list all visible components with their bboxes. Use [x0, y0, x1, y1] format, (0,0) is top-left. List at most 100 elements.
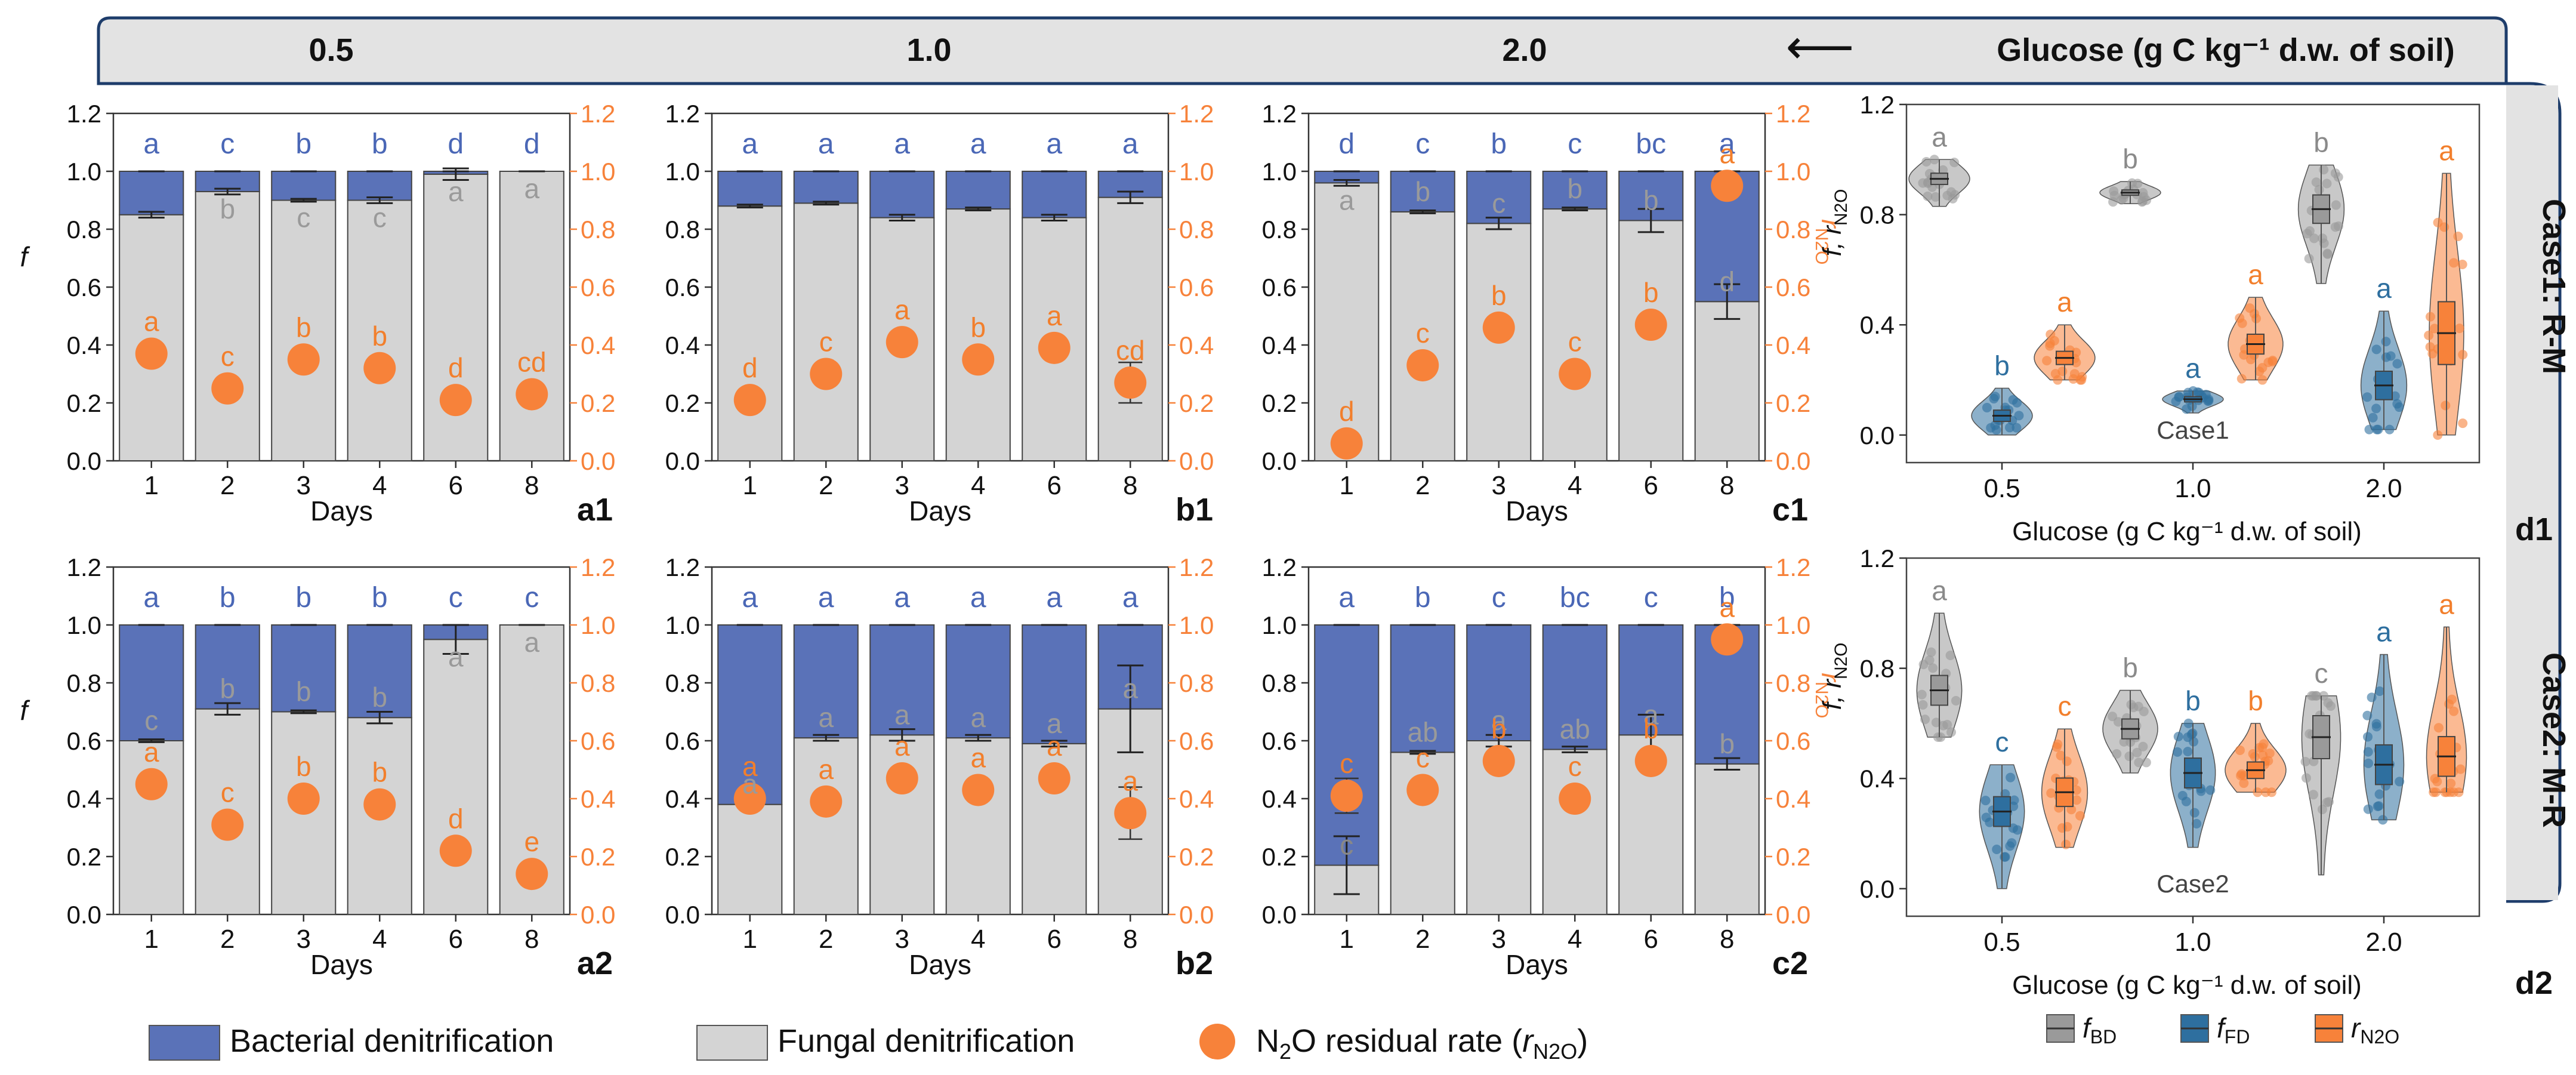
banner-level-2: 2.0: [1502, 32, 1547, 68]
n2o-point: [1406, 774, 1439, 806]
label-n2o: a: [970, 742, 986, 773]
bar-bacterial: [945, 171, 1011, 210]
label-n2o: a: [894, 731, 910, 762]
label-top: a: [1122, 128, 1139, 160]
y-tick-label: 0.2: [1262, 389, 1297, 417]
n2o-point: [886, 326, 918, 359]
y-tick-label: 0.4: [665, 785, 700, 813]
n2o-point: [1559, 358, 1591, 390]
y2-tick-label: 0.2: [1776, 389, 1810, 417]
violin-point: [2061, 839, 2071, 849]
y-tick-label: 0.6: [665, 727, 700, 755]
violin-point: [2251, 313, 2262, 324]
bar-fungal: [1390, 211, 1455, 461]
glucose-banner: 0.5 1.0 2.0 ⟵ Glucose (g C kg⁻¹ d.w. of …: [97, 16, 2508, 85]
legend-label-n2o: N2O residual rate (rN2O): [1256, 1023, 1588, 1064]
y-tick-label: 0.0: [665, 447, 700, 475]
y-tick-label: 0.2: [665, 843, 700, 871]
violin-point: [1946, 187, 1957, 197]
bar-bacterial: [119, 171, 184, 215]
label-top: bc: [1636, 128, 1666, 160]
n2o-point: [1711, 170, 1744, 202]
x-tick-label: 0.5: [1983, 928, 2020, 957]
violin-point: [2371, 344, 2381, 355]
label-n2o: c: [221, 341, 235, 372]
n2o-point: [439, 384, 472, 417]
plot-frame: [711, 112, 1170, 462]
label-top: bc: [1560, 582, 1590, 614]
label-n2o: cd: [517, 346, 547, 377]
bar-fungal: [1314, 182, 1380, 461]
violin-point: [2108, 197, 2118, 207]
label-top: a: [894, 582, 910, 614]
label-fungal: b: [372, 682, 387, 713]
label-top: a: [970, 128, 986, 160]
violin-letter: a: [2057, 287, 2072, 318]
violin-point: [2236, 374, 2247, 384]
bar-fungal: [423, 639, 489, 915]
y2-tick-label: 0.0: [581, 901, 615, 929]
y-tick-label: 1.2: [1262, 553, 1297, 581]
violin-point: [2453, 231, 2463, 241]
n2o-point: [1559, 783, 1591, 815]
label-n2o: b: [296, 751, 311, 782]
label-n2o: e: [524, 826, 539, 857]
label-fungal: c: [373, 202, 387, 233]
violin-point: [1951, 695, 1961, 706]
x-tick-label: 2: [819, 925, 833, 954]
label-top: b: [220, 582, 236, 614]
x-tick-label: 1: [743, 471, 757, 500]
y2-tick-label: 0.0: [1776, 447, 1810, 475]
y2-tick-label: 0.0: [581, 447, 615, 475]
arrow-left-icon: ⟵: [1786, 20, 1855, 73]
violin-point: [2239, 778, 2249, 788]
violin-point: [2137, 196, 2148, 206]
violin-letter: a: [2439, 135, 2454, 166]
bar-bacterial: [793, 624, 859, 739]
y-tick-label: 1.2: [67, 553, 101, 581]
x-tick-label: 6: [449, 925, 463, 954]
n2o-point: [211, 372, 244, 405]
x-axis-label: Glucose (g C kg⁻¹ d.w. of soil): [2012, 517, 2362, 546]
bar-bacterial: [869, 624, 935, 736]
y-tick-label: 0.2: [1262, 843, 1297, 871]
violin-point: [2394, 402, 2404, 412]
y-tick-label: 0.0: [665, 901, 700, 929]
violin-point: [2183, 747, 2193, 757]
violin-point: [2194, 387, 2204, 398]
x-axis-label: Days: [1506, 949, 1568, 980]
label-top: a: [1719, 128, 1735, 160]
y2-tick-label: 0.2: [1179, 389, 1214, 417]
violin-point: [2181, 796, 2191, 806]
violin-letter: b: [1994, 350, 2010, 381]
label-top: a: [818, 128, 834, 160]
bar-bacterial: [793, 171, 859, 204]
y-axis-label: f, rN2O: [1818, 189, 1851, 256]
panel-inner-label: Case2: [2157, 870, 2229, 898]
violin-point: [1933, 732, 1943, 742]
label-n2o: d: [1339, 396, 1355, 427]
violin-point: [2236, 769, 2247, 779]
label-fungal: d: [1719, 266, 1735, 297]
plot-frame: [711, 566, 1170, 916]
violin-point: [2235, 745, 2245, 755]
violin-point: [2012, 423, 2022, 433]
bar-bacterial: [271, 624, 337, 713]
y-tick-label: 0.8: [665, 669, 700, 697]
banner-glucose-label: Glucose (g C kg⁻¹ d.w. of soil): [1997, 32, 2455, 68]
y2-tick-label: 0.8: [1179, 669, 1214, 697]
violin-point: [2139, 706, 2149, 716]
y-tick-label: 0.8: [67, 669, 101, 697]
violin-point: [2425, 342, 2435, 352]
y2-tick-label: 0.2: [1179, 843, 1214, 871]
label-top: a: [818, 582, 834, 614]
label-n2o: cd: [1116, 335, 1145, 366]
y2-tick-label: 0.8: [1776, 669, 1810, 697]
x-tick-label: 6: [1047, 471, 1062, 500]
violin-point: [1930, 192, 1941, 202]
y2-tick-label: 0.4: [1179, 785, 1214, 813]
violin-point: [2371, 403, 2381, 414]
bar-bacterial: [717, 624, 783, 805]
label-n2o: a: [742, 751, 758, 782]
violin-point: [1938, 165, 1948, 175]
